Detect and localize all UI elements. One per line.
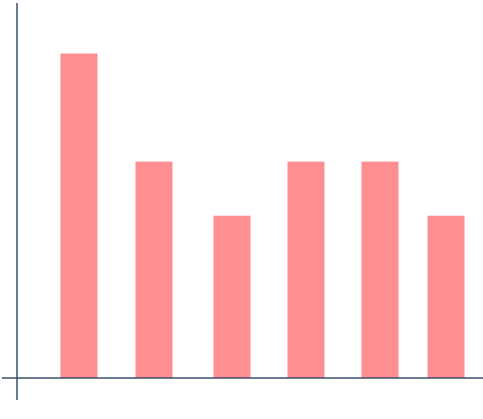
bar-6 [427,215,465,378]
bar-5 [361,161,399,378]
bar-3 [213,215,251,378]
bar-4 [287,161,325,378]
bar-1 [60,53,98,378]
bar-2 [135,161,173,378]
bar-series [60,53,465,378]
